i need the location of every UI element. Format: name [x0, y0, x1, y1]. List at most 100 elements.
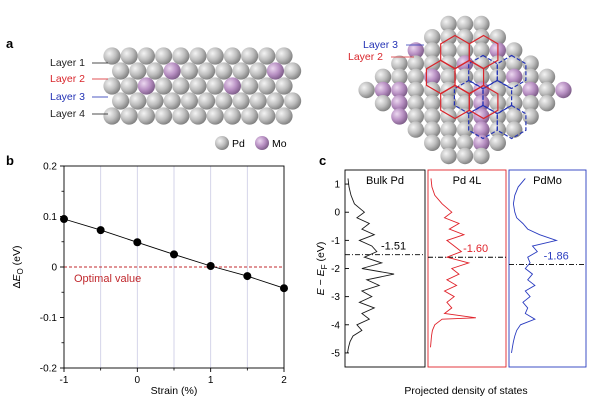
- pd-atom: [180, 92, 198, 110]
- pd-atom: [120, 77, 138, 95]
- b-ticks: -1 0 1 2 -0.2 -0.1 0 0.1 0.2: [40, 162, 287, 387]
- pd-atom: [456, 15, 474, 33]
- b-y-tick-label: 0.2: [43, 162, 57, 173]
- pd-atom: [189, 77, 207, 95]
- c-y-tick-label: -2: [331, 264, 340, 275]
- layer-1-label: Layer 1: [50, 57, 85, 69]
- mo-atom: [137, 77, 155, 95]
- b-points: [60, 215, 288, 293]
- layer-labels-side: Layer 1 Layer 2 Layer 3 Layer 4: [50, 57, 108, 120]
- top-layer-2-label: Layer 2: [348, 51, 383, 63]
- b-data-point: [170, 250, 178, 259]
- layer-2-hexagon: [468, 84, 499, 120]
- panel-label-c: c: [319, 153, 326, 168]
- c-y-axis-label: E − EF (eV): [315, 242, 329, 296]
- pd-atom: [456, 121, 474, 138]
- c-content: Bulk Pd -1.51 Pd 4L -1.60 PdMo -1.86 1 0 -1 -2 -3 -…: [331, 169, 587, 368]
- mo-atom: [424, 68, 441, 86]
- pd-atom: [407, 121, 424, 138]
- mo-atom: [163, 62, 181, 80]
- dos-curve: [347, 178, 395, 353]
- b-x-tick-label: 2: [281, 375, 287, 386]
- pd-atom: [137, 47, 155, 65]
- pd-atom: [258, 47, 276, 65]
- c-series-title: PdMo: [533, 175, 562, 187]
- mo-atom: [266, 62, 284, 80]
- pd-atom: [391, 68, 408, 86]
- pd-atom: [440, 95, 457, 112]
- pd-atom: [275, 47, 293, 65]
- layer-3-hexagon: [496, 104, 527, 140]
- d-band-center-label: -1.86: [544, 251, 569, 263]
- pd-atom: [407, 95, 424, 112]
- panel-a: Layer 1 Layer 2 Layer 3 Layer 4 Pd Mo La…: [50, 15, 572, 165]
- side-view-slab: [103, 47, 302, 125]
- pd-atom: [206, 47, 224, 65]
- pd-atom: [456, 147, 474, 165]
- b-x-axis-label: Strain (%): [151, 385, 198, 397]
- pd-atom: [407, 81, 424, 99]
- pd-atom: [522, 108, 539, 125]
- mo-atom: [407, 42, 424, 59]
- pd-atom: [241, 77, 259, 95]
- pd-atom: [473, 68, 490, 86]
- pd-atom: [440, 81, 457, 99]
- pd-atom: [440, 68, 457, 86]
- c-y-tick-label: 0: [334, 208, 340, 219]
- layer-2-label: Layer 2: [50, 73, 85, 85]
- c-panel-frame: [427, 169, 507, 368]
- layer-3-label: Layer 3: [50, 91, 85, 103]
- pd-atom: [440, 121, 457, 138]
- pd-atom: [137, 107, 155, 125]
- pd-atom: [473, 147, 490, 165]
- top-layer-3-label: Layer 3: [363, 39, 398, 51]
- pd-atom: [284, 62, 302, 80]
- pd-atom: [424, 29, 441, 46]
- c-series-title: Pd 4L: [453, 175, 482, 187]
- pd-atom: [249, 92, 267, 110]
- pd-atom: [258, 107, 276, 125]
- pd-atom: [129, 62, 147, 80]
- dos-curve: [511, 178, 559, 353]
- mo-atom: [506, 68, 523, 86]
- layer-4-label: Layer 4: [50, 108, 85, 120]
- pd-atom: [198, 92, 216, 110]
- pd-atom: [424, 121, 441, 138]
- b-y-tick-label: 0.1: [43, 212, 57, 223]
- b-x-tick-label: 1: [208, 375, 214, 386]
- mo-atom: [391, 81, 408, 99]
- pd-atom: [189, 107, 207, 125]
- pd-atom: [284, 92, 302, 110]
- pd-atom: [189, 47, 207, 65]
- pd-atom: [456, 134, 474, 151]
- pd-atom: [249, 62, 267, 80]
- pd-atom: [489, 55, 506, 72]
- dos-curve: [430, 178, 476, 348]
- mo-atom: [223, 77, 241, 95]
- mo-atom: [473, 108, 490, 125]
- pd-atom: [424, 134, 441, 151]
- panel-label-a: a: [6, 36, 14, 51]
- c-y-tick-label: 1: [334, 180, 340, 191]
- layer-3-hexagon: [468, 104, 498, 140]
- pd-atom: [155, 77, 173, 95]
- pd-atom: [172, 77, 190, 95]
- b-data-point: [280, 284, 288, 293]
- pd-atom: [506, 42, 523, 59]
- pd-atom: [120, 107, 138, 125]
- pd-atom: [241, 47, 259, 65]
- pd-atom: [146, 62, 164, 80]
- layer-3-hexagon: [482, 79, 513, 115]
- pd-atom: [440, 147, 457, 165]
- mo-legend-swatch: [255, 136, 269, 150]
- pd-atom: [103, 77, 121, 95]
- pd-atom: [489, 134, 506, 151]
- pd-atom: [424, 95, 441, 112]
- pd-atom: [206, 77, 224, 95]
- pd-atom: [407, 55, 424, 72]
- pd-atom: [112, 92, 130, 110]
- pd-atom: [506, 95, 523, 112]
- panel-c-chart: Bulk Pd -1.51 Pd 4L -1.60 PdMo -1.86 1 0 -1 -2 -3 -…: [315, 169, 587, 397]
- b-y-tick-label: 0: [51, 263, 57, 274]
